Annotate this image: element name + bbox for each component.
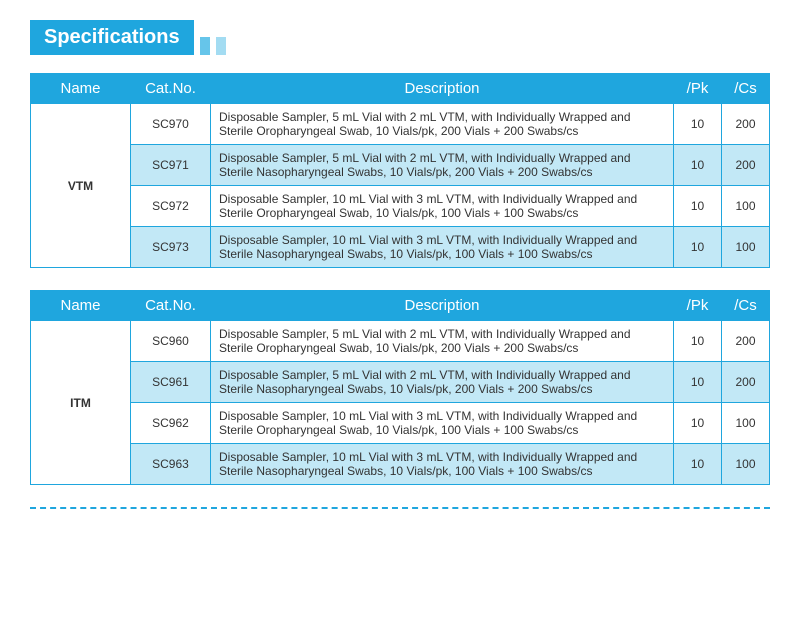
pk: 10	[674, 362, 722, 403]
cs: 100	[722, 403, 770, 444]
group-name: VTM	[31, 104, 131, 268]
table-row: SC971 Disposable Sampler, 5 mL Vial with…	[31, 145, 770, 186]
cs: 200	[722, 362, 770, 403]
table-row: SC963 Disposable Sampler, 10 mL Vial wit…	[31, 444, 770, 485]
description: Disposable Sampler, 5 mL Vial with 2 mL …	[211, 362, 674, 403]
cs: 100	[722, 186, 770, 227]
col-pk: /Pk	[674, 291, 722, 321]
col-cs: /Cs	[722, 291, 770, 321]
col-cat: Cat.No.	[131, 74, 211, 104]
cat-no: SC962	[131, 403, 211, 444]
page-title: Specifications	[30, 20, 194, 55]
description: Disposable Sampler, 5 mL Vial with 2 mL …	[211, 145, 674, 186]
pk: 10	[674, 186, 722, 227]
spec-table-itm: Name Cat.No. Description /Pk /Cs ITM SC9…	[30, 290, 770, 485]
cs: 200	[722, 145, 770, 186]
table-row: SC973 Disposable Sampler, 10 mL Vial wit…	[31, 227, 770, 268]
pk: 10	[674, 321, 722, 362]
table-row: SC972 Disposable Sampler, 10 mL Vial wit…	[31, 186, 770, 227]
pk: 10	[674, 403, 722, 444]
col-pk: /Pk	[674, 74, 722, 104]
cs: 200	[722, 321, 770, 362]
cs: 100	[722, 227, 770, 268]
title-stripe-1	[200, 37, 210, 55]
table-row: ITM SC960 Disposable Sampler, 5 mL Vial …	[31, 321, 770, 362]
spec-table-vtm: Name Cat.No. Description /Pk /Cs VTM SC9…	[30, 73, 770, 268]
description: Disposable Sampler, 10 mL Vial with 3 mL…	[211, 403, 674, 444]
cat-no: SC961	[131, 362, 211, 403]
pk: 10	[674, 444, 722, 485]
table-row: SC962 Disposable Sampler, 10 mL Vial wit…	[31, 403, 770, 444]
description: Disposable Sampler, 10 mL Vial with 3 mL…	[211, 227, 674, 268]
col-desc: Description	[211, 74, 674, 104]
pk: 10	[674, 104, 722, 145]
cat-no: SC973	[131, 227, 211, 268]
description: Disposable Sampler, 5 mL Vial with 2 mL …	[211, 321, 674, 362]
table-row: SC961 Disposable Sampler, 5 mL Vial with…	[31, 362, 770, 403]
cat-no: SC970	[131, 104, 211, 145]
description: Disposable Sampler, 10 mL Vial with 3 mL…	[211, 186, 674, 227]
group-name: ITM	[31, 321, 131, 485]
title-stripe-2	[216, 37, 226, 55]
cat-no: SC963	[131, 444, 211, 485]
cs: 100	[722, 444, 770, 485]
dashed-divider	[30, 507, 770, 509]
table-header-row: Name Cat.No. Description /Pk /Cs	[31, 74, 770, 104]
col-name: Name	[31, 74, 131, 104]
col-cs: /Cs	[722, 74, 770, 104]
cat-no: SC972	[131, 186, 211, 227]
cat-no: SC960	[131, 321, 211, 362]
description: Disposable Sampler, 5 mL Vial with 2 mL …	[211, 104, 674, 145]
pk: 10	[674, 227, 722, 268]
col-desc: Description	[211, 291, 674, 321]
pk: 10	[674, 145, 722, 186]
description: Disposable Sampler, 10 mL Vial with 3 mL…	[211, 444, 674, 485]
cat-no: SC971	[131, 145, 211, 186]
table-row: VTM SC970 Disposable Sampler, 5 mL Vial …	[31, 104, 770, 145]
col-cat: Cat.No.	[131, 291, 211, 321]
col-name: Name	[31, 291, 131, 321]
table-header-row: Name Cat.No. Description /Pk /Cs	[31, 291, 770, 321]
cs: 200	[722, 104, 770, 145]
title-bar: Specifications	[30, 20, 770, 55]
